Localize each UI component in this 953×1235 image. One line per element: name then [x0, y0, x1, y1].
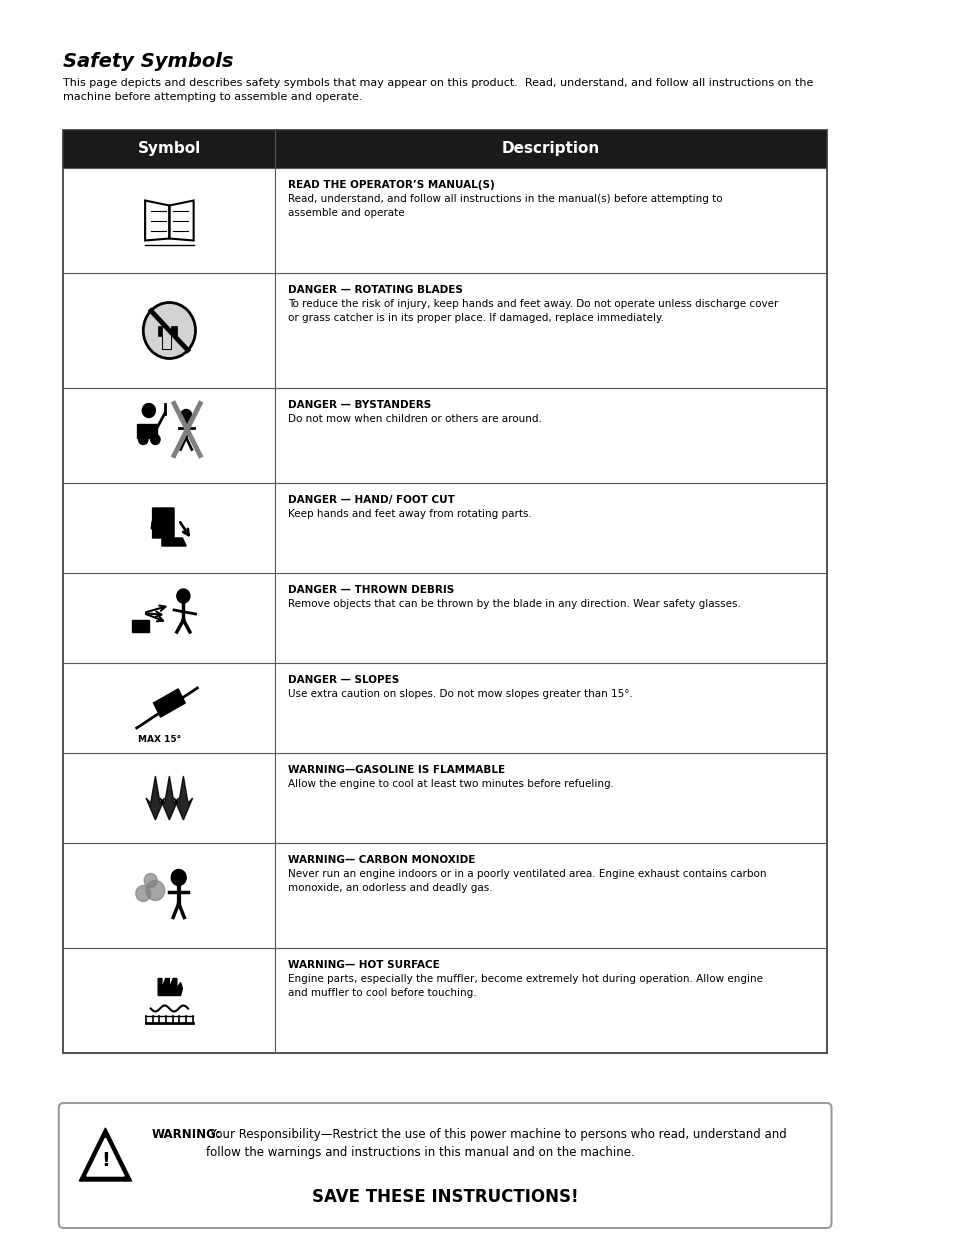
Polygon shape [158, 978, 182, 995]
Circle shape [180, 410, 192, 421]
Circle shape [144, 873, 157, 888]
Bar [132, 620, 149, 632]
Text: WARNING— HOT SURFACE: WARNING— HOT SURFACE [288, 960, 439, 969]
Text: 7: 7 [814, 1193, 823, 1207]
Polygon shape [153, 689, 185, 718]
Bar [64, 130, 826, 1053]
Bar [136, 424, 157, 437]
Text: Remove objects that can be thrown by the blade in any direction. Wear safety gla: Remove objects that can be thrown by the… [288, 599, 740, 609]
Polygon shape [173, 776, 193, 820]
Text: !: ! [101, 1151, 110, 1171]
Text: WARNING:: WARNING: [152, 1128, 222, 1141]
Text: DANGER — SLOPES: DANGER — SLOPES [288, 676, 399, 685]
Polygon shape [79, 1128, 132, 1181]
Circle shape [146, 881, 165, 900]
Circle shape [138, 435, 148, 445]
Text: Keep hands and feet away from rotating parts.: Keep hands and feet away from rotating p… [288, 509, 532, 519]
Text: Symbol: Symbol [137, 142, 201, 157]
Circle shape [142, 404, 155, 417]
Circle shape [171, 869, 186, 885]
Text: Use extra caution on slopes. Do not mow slopes greater than 15°.: Use extra caution on slopes. Do not mow … [288, 689, 633, 699]
Text: READ THE OPERATOR’S MANUAL(S): READ THE OPERATOR’S MANUAL(S) [288, 180, 495, 190]
Text: Never run an engine indoors or in a poorly ventilated area. Engine exhaust conta: Never run an engine indoors or in a poor… [288, 869, 766, 893]
FancyBboxPatch shape [64, 130, 826, 168]
Text: Safety Symbols: Safety Symbols [64, 52, 233, 70]
Circle shape [151, 435, 160, 445]
Circle shape [135, 885, 151, 902]
Text: Your Responsibility—Restrict the use of this power machine to persons who read, : Your Responsibility—Restrict the use of … [206, 1128, 786, 1158]
Text: DANGER — BYSTANDERS: DANGER — BYSTANDERS [288, 400, 431, 410]
Text: Read, understand, and follow all instructions in the manual(s) before attempting: Read, understand, and follow all instruc… [288, 194, 722, 219]
Text: Do not mow when children or others are around.: Do not mow when children or others are a… [288, 414, 541, 424]
Text: This page depicts and describes safety symbols that may appear on this product. : This page depicts and describes safety s… [64, 78, 813, 103]
Polygon shape [158, 326, 176, 348]
Polygon shape [146, 776, 165, 820]
Text: DANGER — THROWN DEBRIS: DANGER — THROWN DEBRIS [288, 585, 455, 595]
Text: Description: Description [501, 142, 599, 157]
Text: DANGER — HAND/ FOOT CUT: DANGER — HAND/ FOOT CUT [288, 495, 455, 505]
Circle shape [176, 589, 190, 603]
Text: Section 2 — Important Safe Operation Practices: Section 2 — Important Safe Operation Pra… [554, 1195, 802, 1205]
Text: WARNING—GASOLINE IS FLAMMABLE: WARNING—GASOLINE IS FLAMMABLE [288, 764, 505, 776]
Text: SAVE THESE INSTRUCTIONS!: SAVE THESE INSTRUCTIONS! [312, 1188, 578, 1207]
Circle shape [143, 303, 195, 358]
Polygon shape [152, 508, 186, 546]
FancyBboxPatch shape [59, 1103, 831, 1228]
Text: Engine parts, especially the muffler, become extremely hot during operation. All: Engine parts, especially the muffler, be… [288, 974, 762, 998]
Text: MAX 15°: MAX 15° [138, 736, 181, 745]
Text: To reduce the risk of injury, keep hands and feet away. Do not operate unless di: To reduce the risk of injury, keep hands… [288, 299, 778, 324]
Polygon shape [87, 1137, 124, 1176]
Polygon shape [160, 776, 178, 820]
Text: DANGER — ROTATING BLADES: DANGER — ROTATING BLADES [288, 285, 463, 295]
Text: WARNING— CARBON MONOXIDE: WARNING— CARBON MONOXIDE [288, 855, 476, 864]
Text: Allow the engine to cool at least two minutes before refueling.: Allow the engine to cool at least two mi… [288, 779, 614, 789]
